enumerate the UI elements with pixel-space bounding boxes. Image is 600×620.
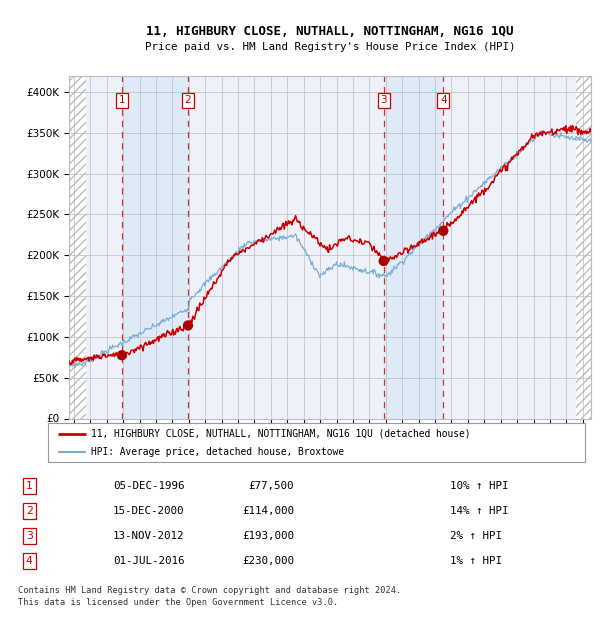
Text: HPI: Average price, detached house, Broxtowe: HPI: Average price, detached house, Brox…: [91, 446, 344, 456]
Text: £114,000: £114,000: [242, 506, 294, 516]
Text: 1: 1: [26, 480, 33, 490]
Text: 4: 4: [440, 95, 446, 105]
Text: This data is licensed under the Open Government Licence v3.0.: This data is licensed under the Open Gov…: [18, 598, 338, 608]
Text: Price paid vs. HM Land Registry's House Price Index (HPI): Price paid vs. HM Land Registry's House …: [145, 42, 515, 52]
Text: 2% ↑ HPI: 2% ↑ HPI: [450, 531, 502, 541]
Bar: [122, 76, 188, 418]
Text: 2: 2: [26, 506, 33, 516]
Text: Contains HM Land Registry data © Crown copyright and database right 2024.: Contains HM Land Registry data © Crown c…: [18, 586, 401, 595]
Text: 15-DEC-2000: 15-DEC-2000: [113, 506, 184, 516]
Text: 10% ↑ HPI: 10% ↑ HPI: [450, 480, 508, 490]
Text: 3: 3: [380, 95, 387, 105]
Text: 11, HIGHBURY CLOSE, NUTHALL, NOTTINGHAM, NG16 1QU: 11, HIGHBURY CLOSE, NUTHALL, NOTTINGHAM,…: [146, 25, 514, 38]
Text: £193,000: £193,000: [242, 531, 294, 541]
Point: [439, 226, 448, 236]
Text: 2: 2: [185, 95, 191, 105]
Text: 13-NOV-2012: 13-NOV-2012: [113, 531, 184, 541]
Text: 05-DEC-1996: 05-DEC-1996: [113, 480, 184, 490]
Text: 01-JUL-2016: 01-JUL-2016: [113, 556, 184, 566]
Text: 4: 4: [26, 556, 33, 566]
Point: [379, 256, 388, 266]
Text: 3: 3: [26, 531, 33, 541]
Text: 14% ↑ HPI: 14% ↑ HPI: [450, 506, 508, 516]
Text: 1: 1: [119, 95, 125, 105]
Point: [117, 350, 127, 360]
Bar: [576, 76, 591, 418]
Text: £230,000: £230,000: [242, 556, 294, 566]
FancyBboxPatch shape: [48, 423, 585, 462]
Bar: [69, 76, 86, 418]
Bar: [383, 76, 443, 418]
Text: £77,500: £77,500: [249, 480, 294, 490]
Text: 11, HIGHBURY CLOSE, NUTHALL, NOTTINGHAM, NG16 1QU (detached house): 11, HIGHBURY CLOSE, NUTHALL, NOTTINGHAM,…: [91, 429, 470, 439]
Text: 1% ↑ HPI: 1% ↑ HPI: [450, 556, 502, 566]
Point: [183, 321, 193, 330]
